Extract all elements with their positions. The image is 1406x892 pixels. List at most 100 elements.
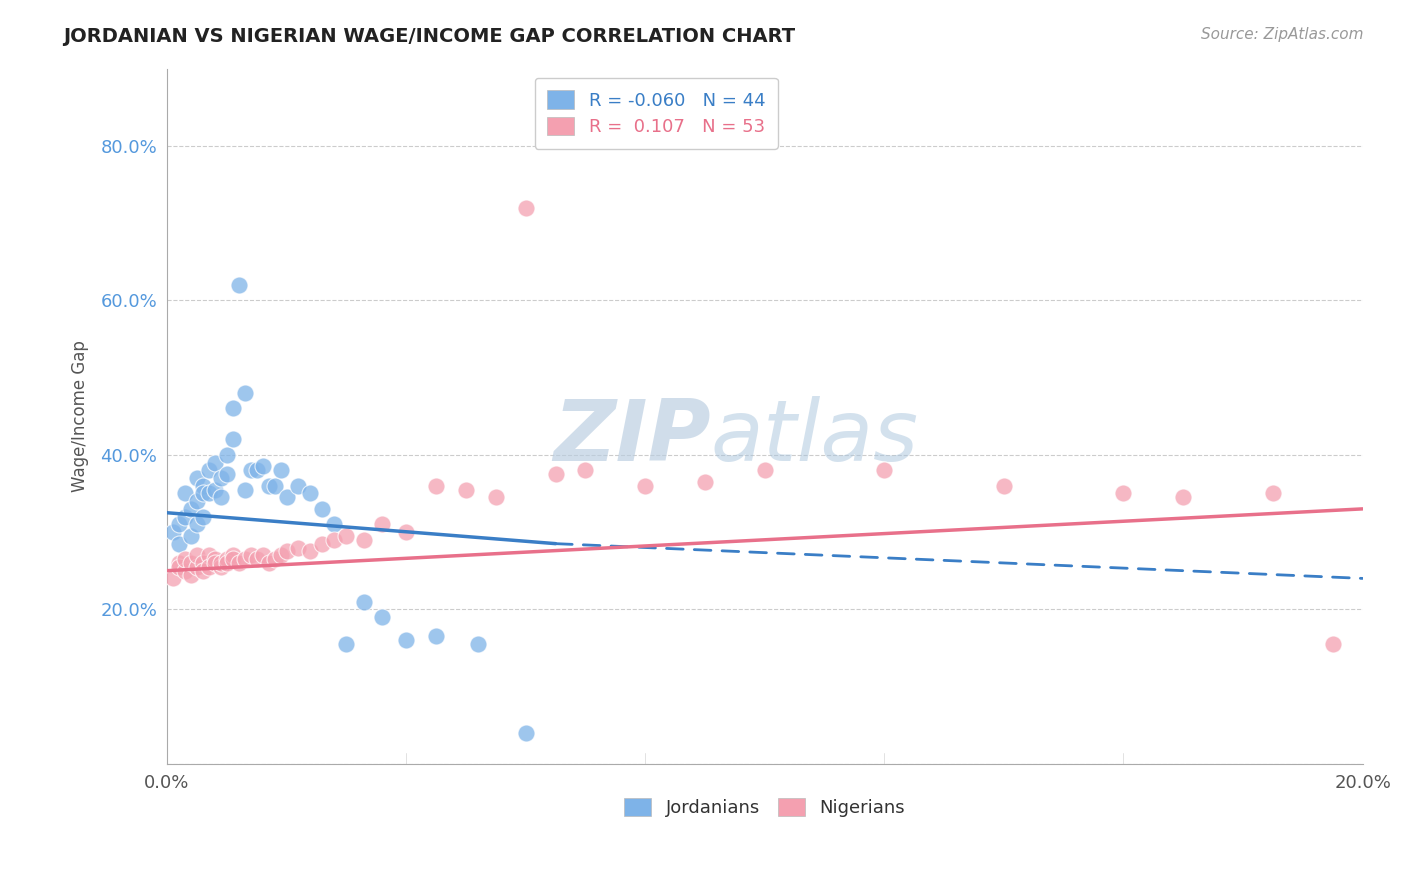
Point bbox=[173, 486, 195, 500]
Point bbox=[515, 726, 537, 740]
Point bbox=[186, 471, 208, 485]
Point bbox=[215, 556, 238, 570]
Point bbox=[233, 552, 256, 566]
Point bbox=[323, 517, 346, 532]
Point bbox=[222, 548, 245, 562]
Point bbox=[544, 467, 567, 482]
Y-axis label: Wage/Income Gap: Wage/Income Gap bbox=[72, 340, 89, 492]
Point bbox=[454, 483, 477, 497]
Point bbox=[173, 564, 195, 578]
Point bbox=[186, 548, 208, 562]
Point bbox=[191, 556, 214, 570]
Point bbox=[287, 541, 309, 555]
Point bbox=[186, 517, 208, 532]
Point bbox=[162, 571, 184, 585]
Point bbox=[1112, 486, 1135, 500]
Point bbox=[323, 533, 346, 547]
Point bbox=[167, 559, 190, 574]
Point bbox=[180, 501, 202, 516]
Point bbox=[204, 483, 226, 497]
Point bbox=[209, 556, 232, 570]
Point bbox=[233, 386, 256, 401]
Point bbox=[233, 483, 256, 497]
Text: JORDANIAN VS NIGERIAN WAGE/INCOME GAP CORRELATION CHART: JORDANIAN VS NIGERIAN WAGE/INCOME GAP CO… bbox=[63, 27, 796, 45]
Point bbox=[215, 552, 238, 566]
Point bbox=[239, 548, 262, 562]
Point bbox=[198, 548, 221, 562]
Point bbox=[180, 556, 202, 570]
Point bbox=[246, 552, 269, 566]
Point bbox=[162, 524, 184, 539]
Point bbox=[191, 564, 214, 578]
Point bbox=[191, 486, 214, 500]
Point bbox=[204, 556, 226, 570]
Point bbox=[634, 479, 657, 493]
Point bbox=[873, 463, 896, 477]
Point bbox=[239, 463, 262, 477]
Point bbox=[198, 486, 221, 500]
Point bbox=[257, 479, 280, 493]
Point bbox=[180, 529, 202, 543]
Point bbox=[353, 533, 375, 547]
Point bbox=[209, 491, 232, 505]
Legend: Jordanians, Nigerians: Jordanians, Nigerians bbox=[617, 790, 912, 824]
Point bbox=[222, 433, 245, 447]
Point bbox=[1261, 486, 1284, 500]
Point bbox=[246, 463, 269, 477]
Point bbox=[395, 633, 418, 648]
Point bbox=[371, 517, 394, 532]
Point bbox=[186, 494, 208, 508]
Point bbox=[173, 509, 195, 524]
Point bbox=[311, 536, 333, 550]
Point bbox=[191, 479, 214, 493]
Point bbox=[228, 277, 250, 292]
Text: Source: ZipAtlas.com: Source: ZipAtlas.com bbox=[1201, 27, 1364, 42]
Point bbox=[371, 610, 394, 624]
Point bbox=[467, 637, 489, 651]
Point bbox=[353, 594, 375, 608]
Point bbox=[574, 463, 596, 477]
Point bbox=[167, 556, 190, 570]
Point bbox=[198, 559, 221, 574]
Point bbox=[515, 201, 537, 215]
Point bbox=[299, 486, 322, 500]
Point bbox=[276, 544, 298, 558]
Point bbox=[299, 544, 322, 558]
Point bbox=[276, 491, 298, 505]
Point bbox=[270, 463, 292, 477]
Point bbox=[311, 501, 333, 516]
Point bbox=[215, 448, 238, 462]
Point bbox=[993, 479, 1015, 493]
Point bbox=[263, 552, 285, 566]
Point bbox=[335, 637, 357, 651]
Point bbox=[1322, 637, 1344, 651]
Point bbox=[215, 467, 238, 482]
Point bbox=[222, 401, 245, 416]
Point bbox=[222, 552, 245, 566]
Text: atlas: atlas bbox=[711, 395, 920, 478]
Point bbox=[425, 629, 447, 643]
Point bbox=[252, 459, 274, 474]
Point bbox=[167, 536, 190, 550]
Point bbox=[228, 556, 250, 570]
Point bbox=[693, 475, 716, 489]
Point bbox=[180, 567, 202, 582]
Point bbox=[198, 463, 221, 477]
Point bbox=[209, 471, 232, 485]
Point bbox=[191, 509, 214, 524]
Point bbox=[257, 556, 280, 570]
Point bbox=[395, 524, 418, 539]
Point bbox=[485, 491, 508, 505]
Point bbox=[209, 559, 232, 574]
Text: ZIP: ZIP bbox=[554, 395, 711, 478]
Point bbox=[186, 559, 208, 574]
Point bbox=[263, 479, 285, 493]
Point bbox=[287, 479, 309, 493]
Point bbox=[252, 548, 274, 562]
Point bbox=[167, 517, 190, 532]
Point bbox=[173, 552, 195, 566]
Point bbox=[204, 552, 226, 566]
Point bbox=[1173, 491, 1195, 505]
Point bbox=[204, 456, 226, 470]
Point bbox=[335, 529, 357, 543]
